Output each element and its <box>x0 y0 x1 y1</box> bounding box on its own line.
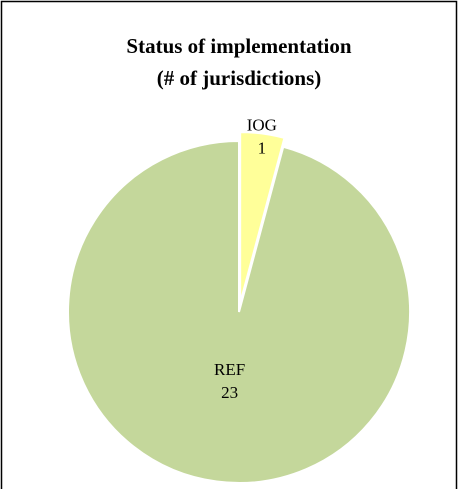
slice-label: IOG <box>247 116 277 135</box>
slice-value: 23 <box>221 383 238 402</box>
pie-slice <box>67 139 411 484</box>
pie-slice <box>239 131 286 304</box>
slice-value: 1 <box>258 139 267 158</box>
slice-label: REF <box>214 360 245 379</box>
chart-subtitle: (# of jurisdictions) <box>157 66 322 90</box>
chart-title: Status of implementation <box>126 34 351 58</box>
